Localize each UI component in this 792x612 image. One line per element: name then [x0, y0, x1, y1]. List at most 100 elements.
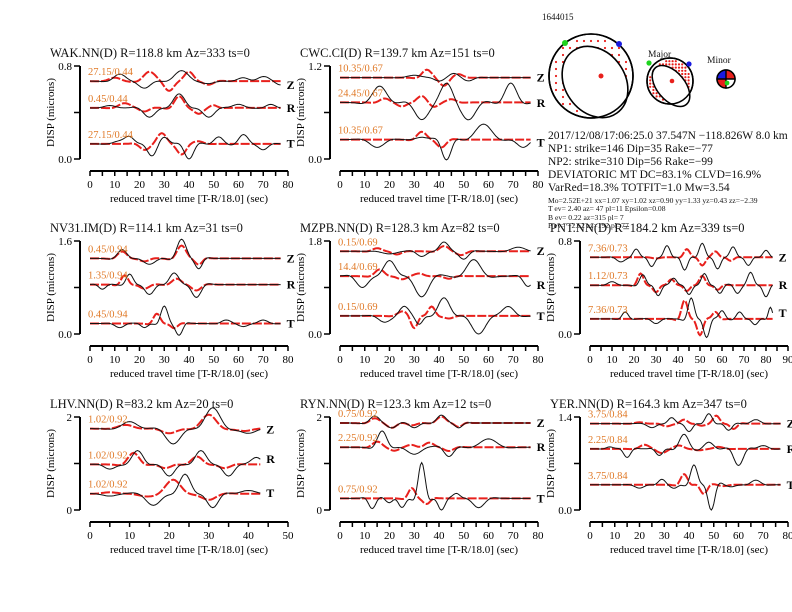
t-axis-dot: [616, 41, 622, 47]
x-axis-label: reduced travel time [T-R/18.0] (sec): [360, 193, 518, 205]
x-tick-label: 80: [283, 179, 295, 191]
y-tick-label: 0: [67, 505, 73, 517]
x-tick-label: 80: [283, 354, 295, 366]
np1-line: NP1: strike=146 Dip=35 Rake=−77: [548, 143, 713, 155]
shift-cc-label: 3.75/0.84: [588, 471, 628, 482]
x-tick-label: 30: [651, 354, 663, 366]
station-title: PNT.NN(D) R=184.2 km Az=339 ts=0: [550, 221, 745, 235]
observed-trace-T: [90, 133, 281, 160]
y-axis-label: DISP (microns): [45, 78, 57, 147]
shift-cc-label: 0.45/0.44: [88, 94, 128, 105]
station-title: MZPB.NN(D) R=128.3 km Az=82 ts=0: [300, 221, 500, 235]
synthetic-trace-T: [590, 298, 773, 337]
x-tick-label: 60: [483, 179, 495, 191]
beachballs: [548, 33, 736, 119]
y-tick-label: 1.8: [308, 236, 322, 248]
synthetic-trace-R: [340, 268, 531, 281]
x-tick-label: 0: [87, 530, 93, 542]
shift-cc-label: 1.35/0.94: [88, 271, 128, 282]
synthetic-trace-R: [90, 451, 261, 470]
component-label: R: [537, 96, 546, 110]
component-label: R: [537, 440, 546, 454]
y-tick-label: 0.0: [58, 329, 72, 341]
shift-cc-label: 7.36/0.73: [588, 243, 628, 254]
x-tick-label: 10: [359, 530, 371, 542]
x-tick-label: 40: [243, 530, 255, 542]
synthetic-trace-Z: [590, 247, 773, 267]
x-tick-label: 10: [109, 179, 121, 191]
x-tick-label: 70: [508, 354, 520, 366]
observed-trace-T: [340, 123, 531, 161]
deviatoric-line: DEVIATORIC MT DC=83.1% CLVD=16.9%: [548, 169, 762, 181]
y-tick-label: 0.0: [308, 329, 322, 341]
x-tick-label: 50: [458, 354, 470, 366]
station-panel: LHV.NN(D) R=83.2 km Az=20 ts=0 2 0 DISP (mi…: [38, 397, 298, 567]
observed-trace-R: [339, 259, 531, 298]
station-panel: YER.NN(D) R=164.3 km Az=347 ts=0 1.4 0.0 DI…: [538, 397, 792, 567]
y-tick-label: 0.0: [558, 329, 572, 341]
x-tick-label: 30: [159, 354, 171, 366]
component-label: T: [537, 309, 545, 323]
x-axis-label: reduced travel time [T-R/18.0] (sec): [110, 368, 268, 380]
synthetic-trace-Z: [89, 70, 281, 92]
x-tick-label: 50: [208, 354, 220, 366]
x-tick-label: 70: [258, 354, 270, 366]
x-tick-label: 70: [508, 179, 520, 191]
x-tick-label: 60: [233, 354, 245, 366]
component-label: Z: [287, 251, 295, 265]
observed-trace-T: [590, 464, 781, 511]
shift-cc-label: 2.25/0.84: [588, 435, 628, 446]
synthetic-trace-T: [340, 486, 531, 506]
shift-cc-label: 0.15/0.69: [338, 237, 378, 248]
component-label: T: [537, 136, 545, 150]
component-label: T: [537, 491, 545, 505]
observed-trace-Z: [90, 70, 281, 89]
x-tick-label: 0: [87, 354, 93, 366]
x-axis-label: reduced travel time [T-R/18.0] (sec): [610, 544, 768, 556]
shift-cc-label: 10.35/0.67: [338, 126, 383, 137]
x-tick-label: 20: [384, 530, 396, 542]
x-tick-label: 30: [203, 530, 215, 542]
shift-cc-label: 1.02/0.92: [88, 450, 128, 461]
full-beachball: [548, 33, 634, 119]
observed-trace-R: [89, 93, 281, 118]
y-axis-label: DISP (microns): [45, 253, 57, 322]
station-title: YER.NN(D) R=164.3 km Az=347 ts=0: [550, 397, 747, 411]
b-eigen-line: B ev= 0.22 az=315 pl= 7: [548, 212, 624, 222]
shift-cc-label: 0.45/0.94: [88, 310, 128, 321]
component-label: Z: [537, 244, 545, 258]
x-tick-label: 20: [164, 530, 176, 542]
component-label: Z: [266, 422, 274, 436]
component-label: T: [266, 486, 274, 500]
x-axis-label: reduced travel time [T-R/18.0] (sec): [360, 544, 518, 556]
component-label: T: [287, 317, 295, 331]
station-title: RYN.NN(D) R=123.3 km Az=12 ts=0: [300, 397, 492, 411]
y-axis-label: DISP (microns): [545, 253, 557, 322]
y-tick-label: 1.2: [308, 61, 322, 73]
x-tick-label: 10: [124, 530, 136, 542]
observed-trace-Z: [340, 241, 531, 260]
x-tick-label: 50: [458, 530, 470, 542]
observed-trace-Z: [590, 242, 773, 271]
shift-cc-label: 14.4/0.69: [338, 262, 378, 273]
x-tick-label: 10: [607, 354, 619, 366]
observed-trace-R: [340, 430, 531, 458]
shift-cc-label: 0.45/0.94: [88, 244, 128, 255]
shift-cc-label: 10.35/0.67: [338, 64, 383, 75]
x-tick-label: 80: [533, 530, 545, 542]
observed-trace-T: [590, 297, 774, 339]
y-tick-label: 1.4: [558, 412, 572, 424]
x-tick-label: 40: [434, 354, 446, 366]
y-tick-label: 0.0: [308, 154, 322, 166]
x-tick-label: 50: [708, 530, 720, 542]
y-axis-label: DISP (microns): [295, 78, 307, 147]
x-tick-label: 40: [673, 354, 685, 366]
minor-beachball: [716, 69, 736, 89]
x-tick-label: 20: [384, 354, 396, 366]
x-axis-label: reduced travel time [T-R/18.0] (sec): [110, 544, 268, 556]
x-tick-label: 0: [337, 530, 343, 542]
observed-trace-R: [340, 82, 531, 121]
observed-trace-Z: [340, 72, 531, 82]
x-tick-label: 50: [695, 354, 707, 366]
shift-cc-label: 24.45/0.67: [338, 88, 383, 99]
